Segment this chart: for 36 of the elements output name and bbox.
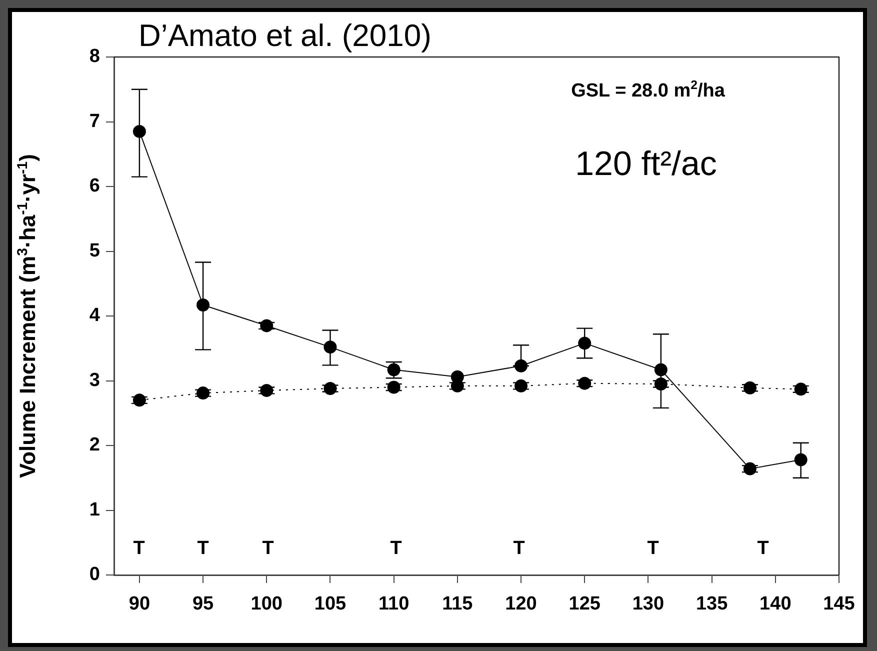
chart-title: D’Amato et al. (2010) xyxy=(138,18,432,54)
y-tick-label: 2 xyxy=(89,434,100,456)
x-tick-label: 95 xyxy=(192,594,214,615)
annotation: T xyxy=(513,538,525,560)
x-tick-label: 100 xyxy=(250,594,282,615)
point xyxy=(196,298,210,312)
point xyxy=(450,370,464,384)
point xyxy=(132,124,146,138)
x-tick-label: 125 xyxy=(568,594,601,615)
annotation: T xyxy=(197,538,209,560)
x-tick-label: 130 xyxy=(632,594,664,615)
y-tick-label: 5 xyxy=(89,240,100,262)
point xyxy=(578,336,592,350)
x-tick-label: 135 xyxy=(696,594,728,615)
y-tick-label: 7 xyxy=(89,110,100,132)
point xyxy=(654,363,668,376)
y-tick-label: 1 xyxy=(89,499,100,520)
x-tick-label: 90 xyxy=(128,594,150,615)
y-tick-label: 3 xyxy=(89,370,100,391)
x-tick-label: 140 xyxy=(760,594,792,615)
x-tick-label: 115 xyxy=(442,594,474,615)
y-tick-label: 8 xyxy=(89,46,100,68)
y-tick-label: 4 xyxy=(89,305,100,326)
y-tick-label: 0 xyxy=(89,564,100,586)
x-tick-label: 120 xyxy=(505,594,537,615)
annotation: T xyxy=(262,538,274,560)
annotation: GSL = 28.0 m$^{2}$/ha xyxy=(571,78,725,102)
x-tick-label: 110 xyxy=(378,594,410,615)
annotation: T xyxy=(133,538,145,560)
annotation: T xyxy=(390,538,402,560)
annotation: T xyxy=(757,538,769,560)
x-tick-label: 145 xyxy=(823,594,856,615)
x-tick-label: 105 xyxy=(314,594,347,615)
annotation: 120 ft²/ac xyxy=(575,145,717,184)
annotation: T xyxy=(647,538,659,560)
y-tick-label: 6 xyxy=(89,176,100,197)
